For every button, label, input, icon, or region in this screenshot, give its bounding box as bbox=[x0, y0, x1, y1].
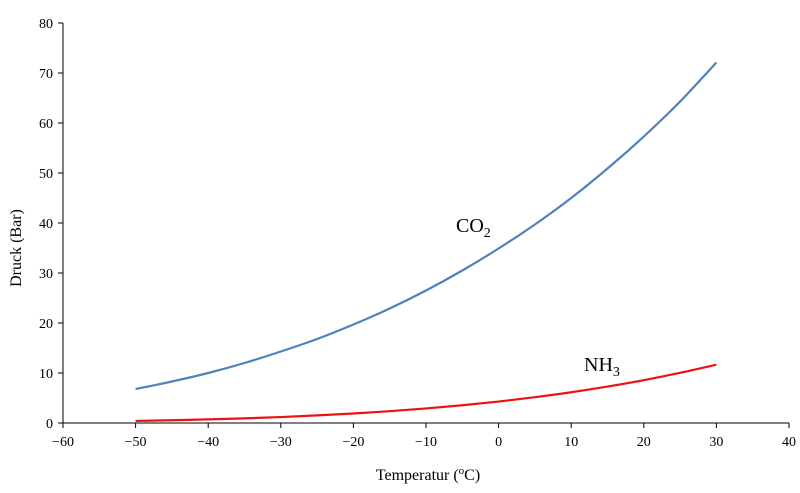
x-axis-title-main: Temperatur ( bbox=[376, 467, 459, 484]
x-tick-label: 10 bbox=[564, 435, 578, 450]
x-tick-label: −50 bbox=[125, 435, 147, 450]
y-tick-label: 70 bbox=[39, 67, 53, 82]
plot-area bbox=[135, 61, 718, 423]
y-tick-label: 20 bbox=[39, 317, 53, 332]
x-ticks: −60 −50 −40 −30 −20 −10 0 10 20 30 40 bbox=[52, 423, 796, 450]
series-label-nh3-subscript: 3 bbox=[613, 365, 620, 380]
series-line-nh3 bbox=[135, 363, 717, 423]
x-axis-title-unit: C) bbox=[464, 467, 480, 484]
y-tick-label: 0 bbox=[46, 417, 53, 432]
x-tick-label: 0 bbox=[495, 435, 502, 450]
series-label-co2-main: CO bbox=[456, 215, 484, 237]
y-tick-label: 80 bbox=[39, 17, 53, 32]
y-tick-label: 50 bbox=[39, 167, 53, 182]
y-tick-label: 10 bbox=[39, 367, 53, 382]
series-label-co2: CO2 bbox=[456, 215, 491, 241]
series-label-co2-subscript: 2 bbox=[484, 226, 491, 241]
y-tick-label: 30 bbox=[39, 267, 53, 282]
x-tick-label: −30 bbox=[270, 435, 292, 450]
series-label-nh3-main: NH bbox=[584, 354, 613, 376]
x-tick-label: −20 bbox=[342, 435, 364, 450]
x-axis-title: Temperatur (oC) bbox=[376, 465, 480, 484]
x-tick-label: 30 bbox=[709, 435, 723, 450]
x-tick-label: −40 bbox=[197, 435, 219, 450]
x-tick-label: 20 bbox=[637, 435, 651, 450]
x-tick-label: −60 bbox=[52, 435, 74, 450]
y-tick-label: 40 bbox=[39, 217, 53, 232]
series-line-co2 bbox=[135, 61, 718, 391]
x-tick-label: 40 bbox=[782, 435, 796, 450]
y-axis-title: Druck (Bar) bbox=[8, 209, 25, 287]
x-tick-label: −10 bbox=[415, 435, 437, 450]
x-axis-title-superscript: o bbox=[459, 465, 465, 477]
y-tick-label: 60 bbox=[39, 117, 53, 132]
axes: 0 10 20 30 40 50 60 70 80 −60 −50 −40 −30 −20 −10 0 10 2… bbox=[39, 17, 796, 450]
y-ticks: 0 10 20 30 40 50 60 70 80 bbox=[39, 17, 63, 432]
series-label-nh3: NH3 bbox=[584, 354, 620, 380]
